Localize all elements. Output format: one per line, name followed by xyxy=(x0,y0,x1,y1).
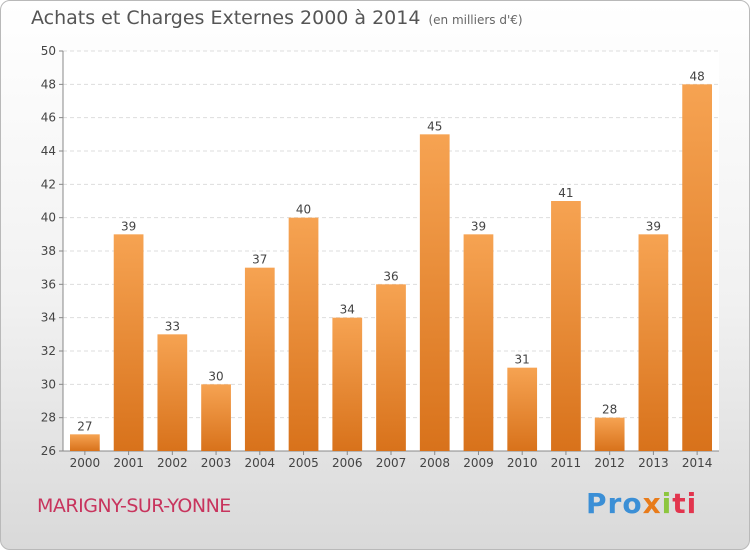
y-tick-label: 30 xyxy=(41,377,56,391)
data-label-2001: 39 xyxy=(121,219,136,233)
logo-part-1: Pro xyxy=(586,487,643,520)
bar-2001 xyxy=(113,234,144,451)
chart-unit: (en milliers d'€) xyxy=(428,13,523,27)
x-tick-label-2005: 2005 xyxy=(288,456,319,470)
data-label-2014: 48 xyxy=(689,69,704,83)
x-tick-label-2003: 2003 xyxy=(201,456,232,470)
x-tick-label-2010: 2010 xyxy=(507,456,538,470)
logo-part-2: x xyxy=(642,487,662,520)
bar-2012 xyxy=(594,417,625,451)
proxiti-logo: Proxiti xyxy=(586,487,697,520)
bar-2007 xyxy=(376,284,406,451)
x-tick-label-2013: 2013 xyxy=(638,456,669,470)
chart-title-text: Achats et Charges Externes 2000 à 2014 xyxy=(31,7,421,29)
y-tick-label: 46 xyxy=(41,111,56,125)
bar-2011 xyxy=(551,201,581,451)
x-tick-label-2002: 2002 xyxy=(157,456,188,470)
x-tick-label-2014: 2014 xyxy=(682,456,713,470)
data-label-2012: 28 xyxy=(602,403,617,417)
x-tick-label-2000: 2000 xyxy=(70,456,101,470)
chart-title: Achats et Charges Externes 2000 à 2014 (e… xyxy=(31,7,523,29)
bar-2006 xyxy=(332,317,363,451)
data-label-2006: 34 xyxy=(340,303,355,317)
data-label-2009: 39 xyxy=(471,219,486,233)
data-label-2011: 41 xyxy=(558,186,573,200)
bar-2010 xyxy=(507,367,538,451)
bar-2013 xyxy=(638,234,669,451)
bar-2002 xyxy=(157,334,188,451)
bar-2008 xyxy=(419,134,450,452)
bar-2005 xyxy=(288,217,319,451)
bar-2003 xyxy=(201,384,231,451)
x-tick-label-2008: 2008 xyxy=(419,456,450,470)
y-tick-label: 36 xyxy=(41,277,56,291)
y-tick-label: 48 xyxy=(41,77,56,91)
data-label-2007: 36 xyxy=(383,269,398,283)
x-tick-label-2012: 2012 xyxy=(594,456,625,470)
x-tick-label-2001: 2001 xyxy=(113,456,144,470)
data-label-2000: 27 xyxy=(77,419,92,433)
data-label-2004: 37 xyxy=(252,253,267,267)
y-tick-label: 34 xyxy=(41,311,56,325)
y-tick-label: 32 xyxy=(41,344,56,358)
x-tick-label-2009: 2009 xyxy=(463,456,494,470)
data-label-2008: 45 xyxy=(427,119,442,133)
y-tick-label: 42 xyxy=(41,177,56,191)
logo-part-4: ti xyxy=(672,487,698,520)
y-tick-label: 28 xyxy=(41,411,56,425)
y-tick-label: 40 xyxy=(41,211,56,225)
data-label-2003: 30 xyxy=(208,369,223,383)
data-label-2005: 40 xyxy=(296,203,311,217)
x-tick-label-2011: 2011 xyxy=(551,456,582,470)
bar-2009 xyxy=(463,234,494,451)
y-tick-label: 44 xyxy=(41,144,56,158)
bar-2004 xyxy=(244,267,275,451)
data-label-2010: 31 xyxy=(515,353,530,367)
x-tick-label-2007: 2007 xyxy=(376,456,407,470)
y-tick-label: 50 xyxy=(41,44,56,58)
data-label-2013: 39 xyxy=(646,219,661,233)
logo-part-3: i xyxy=(661,487,673,520)
bar-2014 xyxy=(682,84,713,451)
commune-name: MARIGNY-SUR-YONNE xyxy=(37,495,231,517)
x-tick-label-2006: 2006 xyxy=(332,456,363,470)
x-tick-label-2004: 2004 xyxy=(245,456,276,470)
bar-2000 xyxy=(69,434,100,451)
y-tick-label: 38 xyxy=(41,244,56,258)
data-label-2002: 33 xyxy=(165,319,180,333)
y-tick-label: 26 xyxy=(41,444,56,458)
